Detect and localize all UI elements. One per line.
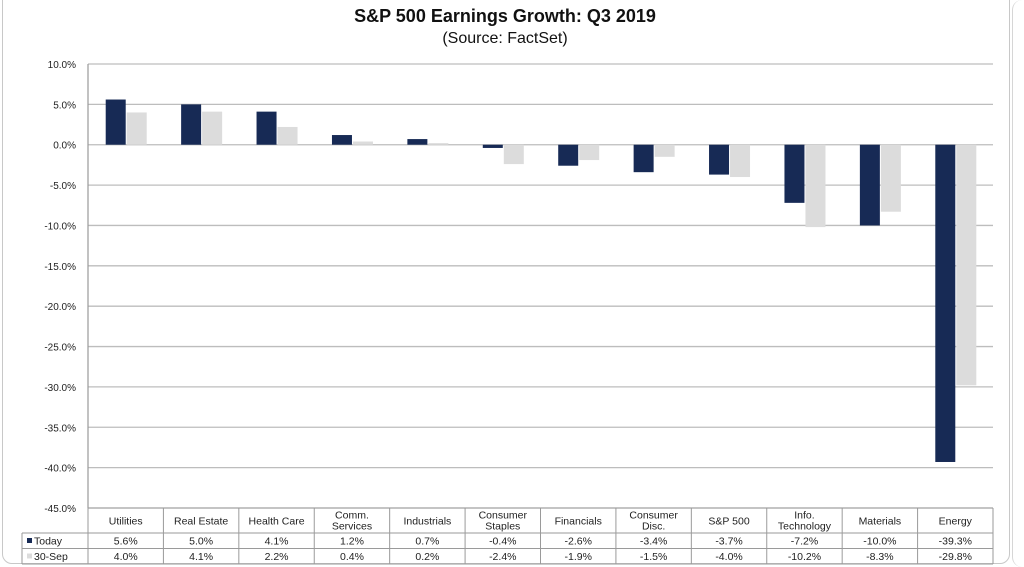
bar-today xyxy=(784,144,805,203)
legend-label: 30-Sep xyxy=(34,551,68,563)
chart-frame xyxy=(2,0,1010,564)
bar-30-sep xyxy=(956,144,977,386)
data-label: -10.2% xyxy=(788,551,821,563)
category-label: Consumer xyxy=(629,510,678,522)
data-label: 4.1% xyxy=(189,551,213,563)
bar-30-sep xyxy=(579,144,600,161)
data-label: 5.6% xyxy=(114,536,138,548)
y-axis: 10.0% 5.0% 0.0% -5.0% -10.0% -15.0% -20.0% -25.… xyxy=(44,60,89,515)
gridlines xyxy=(88,63,993,509)
data-label: -0.4% xyxy=(489,536,516,548)
category-label: Info. xyxy=(794,510,814,522)
bars xyxy=(105,99,977,462)
y-tick-label: -45.0% xyxy=(44,504,76,515)
bar-today xyxy=(482,144,503,148)
category-label: Staples xyxy=(485,521,520,533)
data-label: -2.4% xyxy=(489,551,516,563)
category-label: Industrials xyxy=(403,516,451,528)
bar-today xyxy=(256,111,277,145)
bar-today xyxy=(105,99,126,145)
bar-today xyxy=(633,144,654,173)
bar-today xyxy=(558,144,579,166)
data-label: -8.3% xyxy=(866,551,893,563)
data-label: -3.7% xyxy=(715,536,742,548)
category-label: S&P 500 xyxy=(708,516,749,528)
data-table: Utilities Real Estate Health Care Comm.Serv… xyxy=(21,507,994,565)
category-label: Health Care xyxy=(249,516,305,528)
data-label: -1.9% xyxy=(564,551,591,563)
data-label: -3.4% xyxy=(640,536,667,548)
data-label: 0.4% xyxy=(340,551,364,563)
y-tick-label: -30.0% xyxy=(44,383,76,394)
data-label: -1.5% xyxy=(640,551,667,563)
bar-today xyxy=(859,144,880,226)
y-tick-label: -20.0% xyxy=(44,302,76,313)
legend-swatch-30-sep xyxy=(27,553,32,559)
category-label: Materials xyxy=(859,516,902,528)
category-label: Real Estate xyxy=(174,516,228,528)
category-label: Utilities xyxy=(109,516,143,528)
data-label: -39.3% xyxy=(939,536,972,548)
category-label: Consumer xyxy=(479,510,528,522)
data-label: 4.1% xyxy=(265,536,289,548)
bar-today xyxy=(407,139,428,145)
category-label: Services xyxy=(332,521,372,533)
data-label: 0.2% xyxy=(415,551,439,563)
data-label: 5.0% xyxy=(189,536,213,548)
data-label: -29.8% xyxy=(939,551,972,563)
category-label: Comm. xyxy=(335,510,369,522)
y-tick-label: -15.0% xyxy=(44,262,76,273)
y-tick-label: -35.0% xyxy=(44,423,76,434)
category-label: Technology xyxy=(778,521,832,533)
chart-subtitle: (Source: FactSet) xyxy=(442,30,568,47)
bar-30-sep xyxy=(880,144,901,212)
bar-today xyxy=(181,104,202,145)
y-tick-label: -5.0% xyxy=(50,181,76,192)
category-label: Energy xyxy=(939,516,973,528)
data-label: 0.7% xyxy=(415,536,439,548)
legend-label: Today xyxy=(34,536,63,548)
data-label: 1.2% xyxy=(340,536,364,548)
bar-today xyxy=(709,144,730,175)
legend-swatch-today xyxy=(27,538,32,543)
data-label: -10.0% xyxy=(863,536,896,548)
y-tick-label: 10.0% xyxy=(48,60,76,71)
bar-30-sep xyxy=(277,126,298,145)
bar-30-sep xyxy=(503,144,524,165)
data-label: 2.2% xyxy=(265,551,289,563)
data-label: -7.2% xyxy=(791,536,818,548)
bar-today xyxy=(331,135,352,145)
y-tick-label: -10.0% xyxy=(44,221,76,232)
adjacent-panel-edge xyxy=(1012,0,1024,567)
category-label: Disc. xyxy=(642,521,665,533)
bar-30-sep xyxy=(202,111,223,145)
bar-30-sep xyxy=(428,143,449,145)
bar-30-sep xyxy=(805,144,826,228)
y-tick-label: -25.0% xyxy=(44,343,76,354)
y-tick-label: 5.0% xyxy=(53,100,76,111)
bar-today xyxy=(935,144,956,462)
data-label: -4.0% xyxy=(715,551,742,563)
category-label: Financials xyxy=(555,516,602,528)
data-label: 4.0% xyxy=(114,551,138,563)
y-tick-label: -40.0% xyxy=(44,464,76,475)
bar-30-sep xyxy=(352,141,373,145)
y-tick-label: 0.0% xyxy=(53,141,76,152)
chart-title: S&P 500 Earnings Growth: Q3 2019 xyxy=(354,6,656,26)
bar-30-sep xyxy=(126,112,147,145)
bar-30-sep xyxy=(654,144,675,157)
bar-30-sep xyxy=(730,144,751,178)
data-label: -2.6% xyxy=(564,536,591,548)
